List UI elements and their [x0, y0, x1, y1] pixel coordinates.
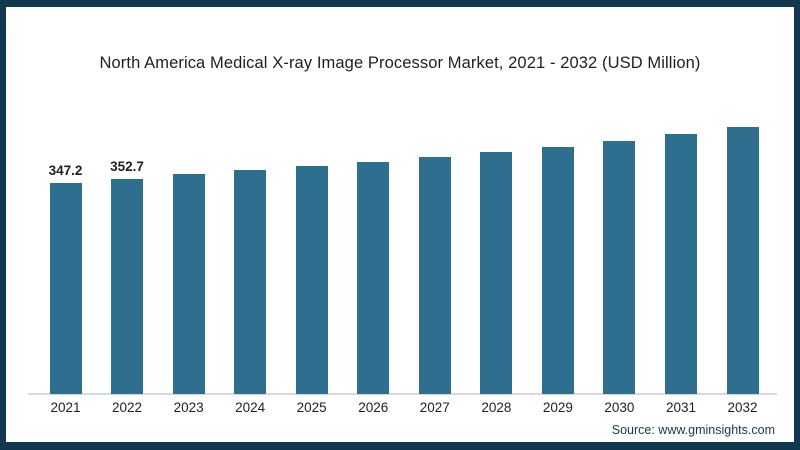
chart-inner: North America Medical X-ray Image Proces…	[6, 7, 794, 442]
bar-value-label-2021: 347.2	[48, 163, 83, 178]
bar-2026	[357, 162, 390, 394]
bar-2029	[541, 147, 574, 394]
plot-area: 2021 347.2 2022 352.7 2023 2024 2025 2026 2027 20…	[6, 7, 794, 442]
x-tick-label-2029: 2029	[542, 400, 573, 415]
x-tick-label-2031: 2031	[665, 400, 697, 415]
bar-2028	[480, 152, 513, 394]
chart-title: North America Medical X-ray Image Proces…	[99, 54, 701, 72]
bar-2021	[49, 183, 82, 394]
bar-2022	[111, 179, 144, 394]
bar-2027	[418, 157, 451, 394]
x-tick-label-2022: 2022	[112, 400, 143, 415]
x-tick-label-2023: 2023	[173, 400, 204, 415]
x-tick-label-2026: 2026	[358, 400, 389, 415]
x-tick-label-2024: 2024	[235, 400, 266, 415]
bar-2030	[603, 141, 636, 394]
source-credit: Source: www.gminsights.com	[611, 423, 775, 437]
bar-value-label-2022: 352.7	[110, 159, 144, 174]
bar-2024	[234, 170, 267, 394]
bar-2023	[172, 174, 205, 394]
x-axis-line	[28, 393, 777, 395]
x-tick-label-2027: 2027	[419, 400, 450, 415]
bar-2025	[295, 166, 328, 394]
x-tick-label-2028: 2028	[481, 400, 512, 415]
bar-2032	[726, 127, 759, 394]
x-tick-label-2025: 2025	[296, 400, 327, 415]
x-tick-label-2032: 2032	[727, 400, 758, 415]
x-tick-label-2030: 2030	[604, 400, 635, 415]
x-tick-label-2021: 2021	[50, 400, 81, 415]
bar-2031	[665, 134, 697, 394]
